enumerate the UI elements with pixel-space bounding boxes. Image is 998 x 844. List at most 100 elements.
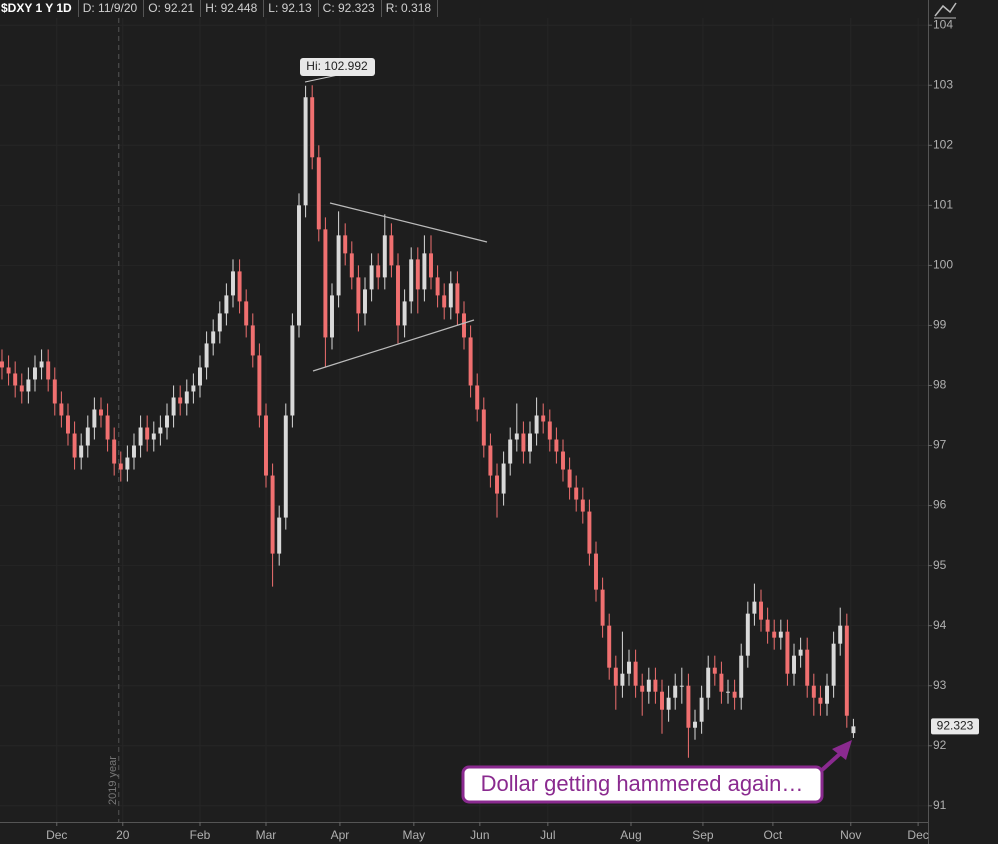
candle-body: [52, 379, 57, 404]
candle-body: [607, 625, 612, 668]
candle-body: [673, 685, 678, 698]
x-tick-label: Sep: [692, 828, 714, 842]
candle-body: [778, 631, 783, 638]
header-field: R: 0.318: [382, 0, 439, 17]
callout-box: [461, 765, 824, 804]
candle-body: [59, 403, 64, 416]
candle-body: [316, 157, 321, 230]
x-tick-label: Feb: [190, 828, 211, 842]
candle-body: [442, 295, 447, 308]
y-tick-label: 99: [933, 318, 947, 332]
candle-body: [831, 643, 836, 686]
candle-body: [712, 667, 717, 674]
grid: [0, 18, 932, 826]
x-tick-label: Mar: [256, 828, 277, 842]
candle-body: [264, 415, 268, 476]
candle-body: [79, 445, 84, 458]
candle-body: [125, 457, 130, 470]
candle-body: [244, 301, 249, 326]
candle-body: [204, 343, 209, 368]
candle-body: [811, 685, 816, 698]
candle-body: [587, 511, 592, 554]
candle-body: [290, 325, 295, 416]
candle-body: [303, 97, 308, 206]
candle-body: [726, 691, 730, 693]
candle-body: [105, 415, 110, 440]
trend-line: [312, 319, 475, 372]
candle-body: [580, 499, 585, 512]
candle-body: [349, 253, 354, 278]
candle-body: [653, 679, 658, 692]
candle-body: [475, 385, 480, 410]
candle-body: [99, 409, 103, 416]
header-field: C: 92.323: [319, 0, 382, 17]
year-marker-label: 2019 year: [107, 756, 119, 805]
candle-body: [448, 283, 453, 308]
candle-body: [567, 469, 572, 488]
candle-body: [198, 367, 202, 386]
candle-body: [719, 673, 724, 692]
candle-body: [85, 427, 90, 446]
candle-body: [178, 397, 183, 404]
header-field: L: 92.13: [264, 0, 319, 17]
y-tick-label: 92: [933, 738, 947, 752]
candle-body: [6, 367, 11, 374]
y-tick-label: 94: [933, 618, 947, 632]
candle-body: [547, 421, 552, 440]
candle-body: [528, 433, 532, 452]
candle-body: [660, 691, 664, 710]
candle-body: [118, 463, 123, 470]
callout-text: Dollar getting hammered again…: [481, 771, 804, 796]
y-tick-label: 103: [933, 77, 953, 91]
candle-body: [224, 295, 229, 314]
candle-body: [435, 277, 440, 296]
candle-body: [26, 379, 31, 392]
candle-body: [693, 721, 697, 728]
x-tick-label: Dec: [907, 828, 928, 842]
callout: Dollar getting hammered again…: [461, 740, 852, 804]
candle-body: [369, 265, 374, 290]
candle-body: [132, 445, 136, 458]
candle-body: [646, 679, 651, 692]
y-tick-label: 91: [933, 798, 947, 812]
candle-body: [818, 697, 823, 704]
candle-body: [323, 229, 328, 338]
candle-body: [138, 427, 143, 446]
candle-body: [739, 655, 744, 698]
candle-body: [336, 235, 341, 296]
candle-body: [633, 661, 638, 686]
x-tick-label: Apr: [331, 828, 350, 842]
candle-body: [250, 325, 255, 356]
candle-body: [283, 415, 288, 518]
candle-body: [66, 415, 70, 434]
trend-line: [329, 202, 488, 243]
candles: [0, 85, 856, 758]
candle-body: [838, 625, 843, 644]
candle-body: [706, 667, 711, 698]
candle-body: [46, 361, 51, 380]
candle-body: [792, 655, 796, 674]
y-tick-label: 93: [933, 678, 947, 692]
candle-body: [356, 277, 361, 314]
header-field: D: 11/9/20: [79, 0, 145, 17]
candle-body: [343, 235, 348, 254]
candle-body: [422, 253, 427, 290]
candle-body: [541, 415, 546, 422]
candle-body: [679, 685, 684, 687]
candle-body: [376, 265, 381, 278]
candle-body: [231, 271, 235, 296]
y-tick-label: 97: [933, 438, 947, 452]
candle-body: [72, 433, 77, 458]
candle-body: [171, 397, 176, 416]
candle-body: [165, 415, 169, 428]
candle-body: [752, 601, 757, 614]
candle-body: [534, 415, 539, 434]
candle-body: [13, 373, 18, 386]
candle-body: [145, 427, 150, 440]
high-marker: Hi: 102.992: [300, 58, 375, 83]
candle-body: [330, 295, 334, 338]
candle-body: [745, 613, 750, 656]
candle-body: [666, 697, 671, 710]
